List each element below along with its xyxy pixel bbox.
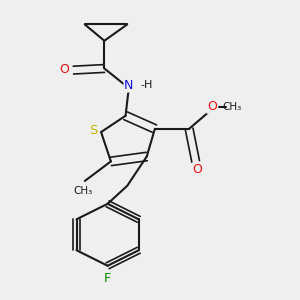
Text: F: F: [104, 272, 111, 285]
Text: O: O: [192, 163, 202, 176]
Text: O: O: [59, 63, 69, 76]
Text: S: S: [89, 124, 97, 137]
Text: -H: -H: [141, 80, 153, 90]
Text: CH₃: CH₃: [223, 102, 242, 112]
Text: O: O: [207, 100, 217, 113]
Text: N: N: [124, 79, 134, 92]
Text: CH₃: CH₃: [74, 186, 93, 196]
